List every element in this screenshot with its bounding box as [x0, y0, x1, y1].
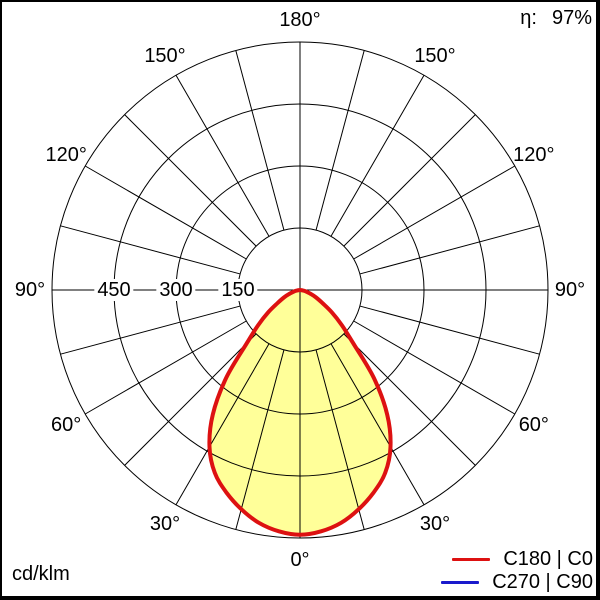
angle-label-150-right: 150°	[414, 45, 456, 68]
grid-spoke-315	[124, 333, 257, 466]
legend-label-c90: C270 | C90	[492, 571, 593, 593]
legend-label-c0: C180 | C0	[503, 548, 593, 570]
grid-spoke-45	[343, 333, 476, 466]
grid-spoke-300	[84, 320, 247, 415]
grid-spoke-255	[60, 225, 241, 275]
grid-spoke-150	[330, 74, 425, 237]
angle-label-150-left: 150°	[144, 45, 186, 68]
radial-tick-label-300: 300	[156, 279, 196, 301]
grid-spoke-210	[175, 74, 270, 237]
angle-label-60-right: 60°	[518, 414, 549, 436]
angle-label-0: 0°	[290, 549, 310, 571]
angle-label-60-left: 60°	[51, 414, 82, 436]
grid-spoke-225	[124, 114, 257, 247]
legend: C180 | C0 C270 | C90	[441, 549, 593, 592]
legend-item-c0: C180 | C0	[452, 549, 593, 569]
grid-spoke-30	[330, 343, 425, 506]
radial-tick-label-150: 150	[218, 279, 258, 301]
grid-spoke-60	[353, 320, 516, 415]
legend-line-blue	[441, 580, 480, 584]
grid-spoke-75	[359, 305, 540, 355]
grid-spoke-120	[353, 165, 516, 260]
grid-spoke-240	[84, 165, 247, 260]
legend-item-c90: C270 | C90	[441, 572, 593, 592]
angle-label-120-right: 120°	[513, 144, 555, 166]
angle-label-120-left: 120°	[45, 144, 87, 166]
grid-spoke-330	[175, 343, 270, 506]
efficiency-value: 97%	[551, 7, 592, 29]
efficiency-label: η:	[520, 7, 537, 29]
grid-spoke-105	[359, 225, 540, 275]
grid-spoke-165	[315, 50, 365, 231]
angle-label-30-right: 30°	[419, 512, 451, 535]
grid-spoke-285	[60, 305, 241, 355]
radial-tick-label-450: 450	[94, 279, 134, 301]
efficiency-readout: η: 97%	[520, 7, 592, 30]
distribution-curve-c180c0	[207, 288, 393, 537]
angle-label-90-right: 90°	[554, 279, 586, 301]
angle-label-180: 180°	[279, 9, 321, 31]
grid-spoke-195	[235, 50, 285, 231]
unit-label: cd/klm	[12, 563, 70, 585]
grid-spoke-135	[343, 114, 476, 247]
grid-spoke-345	[235, 349, 285, 530]
grid-spoke-15	[315, 349, 365, 530]
legend-line-red	[452, 557, 491, 561]
angle-label-30-left: 30°	[149, 512, 181, 535]
angle-label-90-left: 90°	[14, 279, 46, 301]
